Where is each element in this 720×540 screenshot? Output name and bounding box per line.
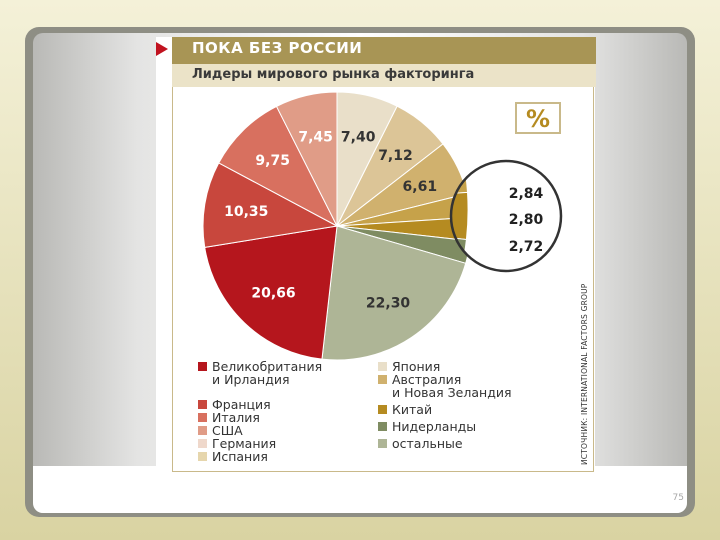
legend-label: США xyxy=(212,423,243,438)
pie-chart: 7,407,12 6,61 22,30 20,66 10,35 9,75 7,45 2,84… xyxy=(202,91,563,361)
subtitle-band xyxy=(172,64,596,87)
zoom-callout: 2,84 2,80 2,72 xyxy=(449,159,563,273)
percent-badge-text: % xyxy=(526,105,550,133)
legend-swatch xyxy=(198,362,207,371)
chart-subtitle: Лидеры мирового рынка факторинга xyxy=(192,67,475,82)
legend-label: Франция xyxy=(212,397,271,412)
legend-swatch xyxy=(198,426,207,435)
legend-label: Япония xyxy=(392,359,441,374)
pie-slice xyxy=(202,162,339,248)
legend-label: Китай xyxy=(392,402,433,417)
pie-slice xyxy=(321,225,467,361)
slice-value-label: 7,45 xyxy=(298,130,333,146)
legend-label: Германия xyxy=(212,436,277,451)
legend-swatch xyxy=(198,452,207,461)
legend-label: и Ирландия xyxy=(212,372,290,387)
pie-slice xyxy=(218,105,339,228)
legend-swatch xyxy=(378,439,387,448)
legend-swatch xyxy=(378,405,387,414)
header-band xyxy=(172,37,596,64)
legend-swatch xyxy=(198,413,207,422)
zoom-value-label: 2,84 xyxy=(509,186,544,202)
legend-label: Испания xyxy=(212,449,268,464)
slice-value-label: 10,35 xyxy=(224,204,268,220)
zoom-ring xyxy=(449,159,563,273)
pie-slice xyxy=(275,91,338,227)
chart-border xyxy=(172,87,594,472)
legend-label: остальные xyxy=(392,436,463,451)
legend-swatch xyxy=(378,375,387,384)
header-marker-icon xyxy=(156,42,168,56)
legend-label: Великобритания xyxy=(212,359,323,374)
slice-value-label: 7,12 xyxy=(378,148,413,164)
pie-labels: 7,407,12 6,61 22,30 20,66 10,35 9,75 7,45 xyxy=(224,129,437,311)
slice-value-label: 22,30 xyxy=(366,296,411,312)
slice-value-label: 20,66 xyxy=(251,286,295,302)
pie-slice xyxy=(204,225,338,360)
slice-value-label: 7,40 xyxy=(341,129,376,145)
slice-value-label: 6,61 xyxy=(403,179,438,195)
legend-swatch xyxy=(378,422,387,431)
legend-label: Италия xyxy=(212,410,260,425)
zoom-value-label: 2,80 xyxy=(509,212,544,228)
legend-swatch xyxy=(198,400,207,409)
zoom-value-label: 2,72 xyxy=(509,239,544,255)
chart-title: ПОКА БЕЗ РОССИИ xyxy=(192,39,363,57)
slice-value-label: 9,75 xyxy=(255,153,290,169)
percent-badge-frame xyxy=(515,102,561,134)
page-number: 75 xyxy=(672,493,684,503)
legend-label: Нидерланды xyxy=(392,419,477,434)
percent-badge: % xyxy=(515,102,561,134)
legend-label: Австралия xyxy=(392,372,462,387)
zoom-background xyxy=(451,161,561,271)
legend-swatch xyxy=(198,439,207,448)
legend-label: и Новая Зеландия xyxy=(392,385,512,400)
legend-swatch xyxy=(378,362,387,371)
infographic: ПОКА БЕЗ РОССИИ Лидеры мирового рынка фа… xyxy=(156,37,596,474)
pie-slices xyxy=(202,91,472,361)
